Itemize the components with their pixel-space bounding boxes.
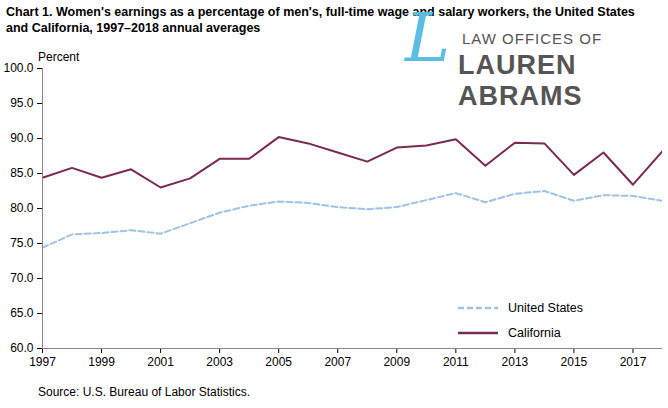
svg-text:85.0: 85.0 (10, 166, 34, 180)
html-text:LAUREN ABRAMS: LAUREN ABRAMS (458, 50, 583, 111)
svg-text:2017: 2017 (620, 355, 647, 369)
svg-text:65.0: 65.0 (10, 306, 34, 320)
svg-text:100.0: 100.0 (3, 61, 33, 75)
svg-text:60.0: 60.0 (10, 341, 34, 355)
html-text:LAW OFFICES OF: LAW OFFICES OF (462, 30, 603, 47)
svg-text:1999: 1999 (88, 355, 115, 369)
html-text:United States: United States (508, 300, 583, 315)
svg-text:90.0: 90.0 (10, 131, 34, 145)
html-text:Source: U.S. Bureau of Labor S: Source: U.S. Bureau of Labor Statistics. (38, 385, 251, 399)
html-text:Chart 1. Women's earnings as a: Chart 1. Women's earnings as a percentag… (6, 5, 635, 35)
svg-text:80.0: 80.0 (10, 201, 34, 215)
svg-text:2009: 2009 (383, 355, 410, 369)
svg-text:2011: 2011 (443, 355, 469, 369)
svg-text:2007: 2007 (324, 355, 351, 369)
svg-text:2005: 2005 (265, 355, 292, 369)
svg-text:2003: 2003 (206, 355, 233, 369)
svg-text:1997: 1997 (29, 355, 56, 369)
svg-text:95.0: 95.0 (10, 96, 34, 110)
svg-text:2001: 2001 (147, 355, 174, 369)
svg-text:2015: 2015 (561, 355, 588, 369)
svg-text:2013: 2013 (502, 355, 529, 369)
html-text:California: California (508, 325, 561, 340)
svg-text:70.0: 70.0 (10, 271, 34, 285)
html-text:Percent: Percent (38, 50, 80, 64)
svg-text:75.0: 75.0 (10, 236, 34, 250)
